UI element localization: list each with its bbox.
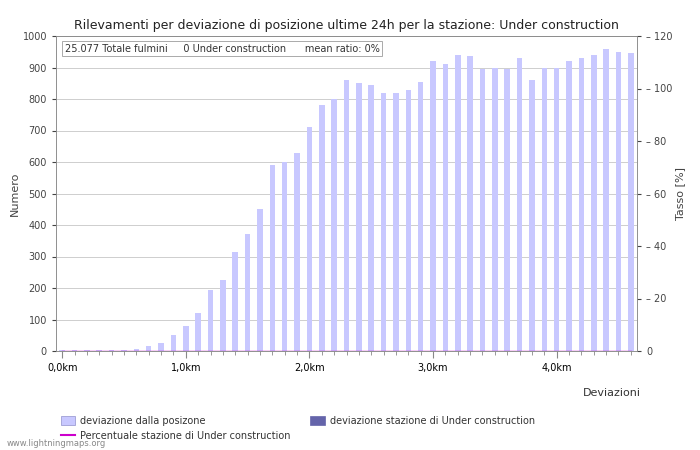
Bar [146,346,151,351]
Bar [542,68,547,351]
Text: Deviazioni: Deviazioni [582,388,640,398]
Bar [529,80,535,351]
Bar [368,85,374,351]
Bar [270,165,275,351]
Bar [393,93,399,351]
Bar [603,49,609,351]
Bar [405,90,411,351]
Bar [282,162,288,351]
Bar [245,234,251,351]
Bar [220,280,225,351]
Bar [294,153,300,351]
Bar [616,52,621,351]
Bar [331,99,337,351]
Bar [232,252,238,351]
Bar [505,69,510,351]
Bar [442,64,448,351]
Bar [208,290,213,351]
Bar [307,127,312,351]
Bar [492,68,498,351]
Bar [430,61,436,351]
Bar [468,57,473,351]
Bar [566,61,572,351]
Bar [579,58,584,351]
Bar [554,68,559,351]
Bar [628,53,634,351]
Text: 25.077 Totale fulmini     0 Under construction      mean ratio: 0%: 25.077 Totale fulmini 0 Under constructi… [64,44,379,54]
Title: Rilevamenti per deviazione di posizione ultime 24h per la stazione: Under constr: Rilevamenti per deviazione di posizione … [74,19,619,32]
Y-axis label: Tasso [%]: Tasso [%] [676,167,685,220]
Bar [158,343,164,351]
Bar [381,93,386,351]
Bar [121,350,127,351]
Bar [517,58,522,351]
Y-axis label: Numero: Numero [10,171,20,216]
Text: www.lightningmaps.org: www.lightningmaps.org [7,439,106,448]
Bar [183,326,188,351]
Bar [319,105,325,351]
Bar [356,83,362,351]
Legend: deviazione dalla posizone, Percentuale stazione di Under construction, deviazion: deviazione dalla posizone, Percentuale s… [61,416,535,441]
Bar [195,313,201,351]
Bar [591,55,596,351]
Bar [344,80,349,351]
Bar [480,69,485,351]
Bar [171,335,176,351]
Bar [455,55,461,351]
Bar [134,349,139,351]
Bar [257,209,262,351]
Bar [418,82,424,351]
